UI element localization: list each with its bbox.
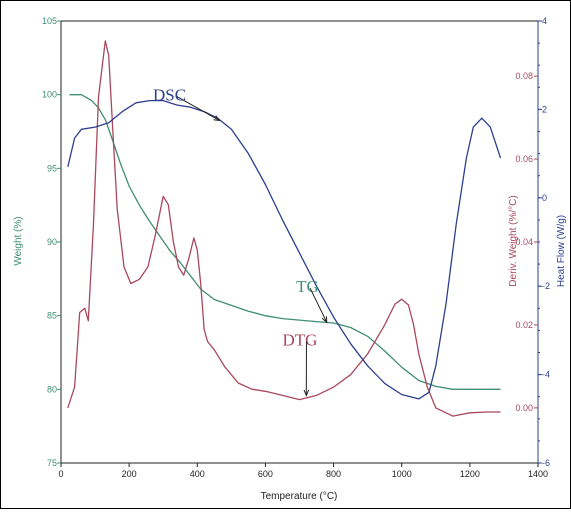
x-tick-label: 1400 <box>528 469 548 479</box>
deriv-tick-label: 0.02 <box>515 320 533 330</box>
deriv-tick-label: 0.06 <box>515 154 533 164</box>
x-tick-label: 0 <box>58 469 63 479</box>
deriv-axis-title: Deriv. Weight (%/°C) <box>508 195 519 286</box>
annotation-layer: DSC TG DTG <box>153 86 327 396</box>
plot-area-border <box>61 21 538 463</box>
x-tick-label: 1000 <box>392 469 412 479</box>
label-tg: TG <box>296 277 319 296</box>
x-axis-title: Temperature (°C) <box>261 491 338 502</box>
series-layer <box>68 41 501 416</box>
label-dtg: DTG <box>282 331 317 350</box>
arrow-dsc <box>177 97 219 121</box>
series-dsc-line <box>68 101 501 399</box>
x-tick-label: 800 <box>326 469 341 479</box>
heatflow-tick-label: -4 <box>542 370 550 380</box>
weight-tick-label: 100 <box>42 90 57 100</box>
heatflow-tick-label: 4 <box>542 16 547 26</box>
x-tick-label: 1200 <box>460 469 480 479</box>
heatflow-tick-label: -6 <box>542 458 550 468</box>
weight-tick-label: 75 <box>47 458 57 468</box>
weight-tick-label: 105 <box>42 16 57 26</box>
x-tick-label: 400 <box>190 469 205 479</box>
weight-tick-label: 95 <box>47 163 57 173</box>
axes-layer <box>61 21 538 463</box>
heatflow-tick-label: 0 <box>542 193 547 203</box>
x-tick-label: 200 <box>122 469 137 479</box>
deriv-tick-label: 0.00 <box>515 403 533 413</box>
weight-axis-title: Weight (%) <box>13 216 24 265</box>
x-tick-label: 600 <box>258 469 273 479</box>
weight-tick-label: 90 <box>47 237 57 247</box>
heatflow-axis-title: Heat Flow (W/g) <box>556 215 567 287</box>
heatflow-tick-label: -2 <box>542 281 550 291</box>
weight-tick-label: 85 <box>47 311 57 321</box>
series-dtg-line <box>68 41 501 416</box>
deriv-tick-label: 0.08 <box>515 71 533 81</box>
weight-tick-label: 80 <box>47 384 57 394</box>
heatflow-tick-label: 2 <box>542 104 547 114</box>
label-dsc: DSC <box>153 86 186 105</box>
